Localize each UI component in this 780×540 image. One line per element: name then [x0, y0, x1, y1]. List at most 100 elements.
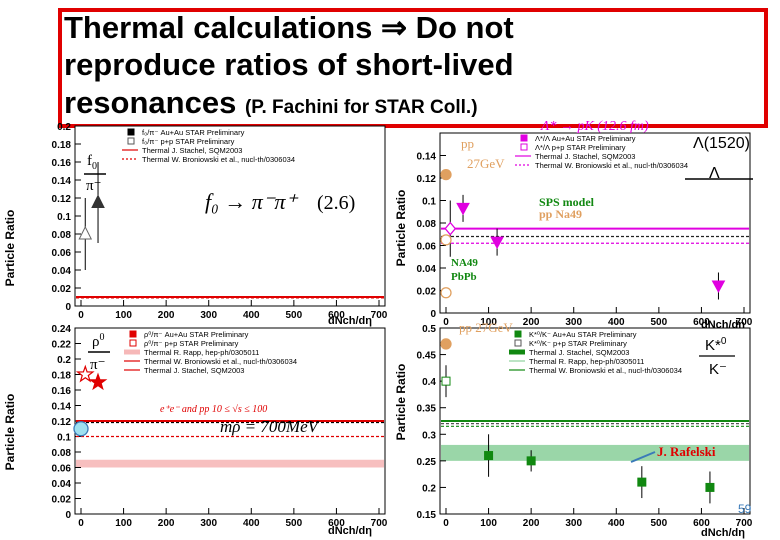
x-tick-label: 700: [736, 317, 753, 328]
x-axis-label: dNch/dη: [701, 319, 745, 330]
x-tick-label: 500: [651, 317, 668, 328]
x-tick-label: 700: [371, 310, 388, 321]
y-tick-label: 0.22: [52, 340, 72, 351]
y-tick-label: 0: [430, 309, 436, 320]
plot-frame: [439, 132, 751, 314]
kstar-ratio-chart: 0.15 0.2 0.25 0.3 0.35 0.4 0.45 0.5 0 100 200 300 40…: [394, 322, 753, 539]
x-tick-label: 100: [480, 317, 497, 328]
x-tick-label: 400: [608, 518, 625, 529]
legend-label: K*⁰/K⁻ Au+Au STAR Preliminary: [529, 330, 637, 339]
ratio-numerator-text: K*: [705, 337, 721, 354]
data-point: [88, 372, 108, 391]
x-tick-label: 500: [651, 518, 668, 529]
legend-label: Thermal J. Stachel, SQM2003: [144, 366, 244, 375]
x-tick-label: 0: [78, 518, 84, 529]
x-tick-label: 100: [115, 310, 132, 321]
x-tick-label: 400: [243, 310, 260, 321]
data-point: [711, 280, 726, 294]
x-tick-label: 300: [565, 317, 582, 328]
decay-formula: f₀ → π⁻π⁺: [205, 189, 299, 214]
y-tick-label: 0.08: [417, 219, 437, 230]
legend-marker: [520, 134, 528, 142]
x-tick-label: 600: [693, 317, 710, 328]
x-tick-label: 600: [328, 518, 345, 529]
legend-marker: [127, 137, 135, 145]
lambda-ratio-chart: 0 0.02 0.04 0.06 0.08 0.1 0.12 0.14 0 100 200 300 40…: [394, 119, 753, 330]
y-tick-label: 0.1: [57, 433, 71, 444]
x-axis-label: dNch/dη: [701, 527, 745, 539]
title-credit: (P. Fachini for STAR Coll.): [244, 97, 478, 118]
legend-marker: [129, 330, 137, 338]
data-point: [440, 168, 452, 181]
ratio-numerator-text: ρ: [92, 334, 100, 350]
page-number: 59: [738, 502, 752, 516]
y-tick-label: 0.2: [57, 122, 71, 133]
mass-formula: mρ = 700MeV: [220, 417, 321, 436]
title-line-3-main: resonances: [64, 85, 237, 120]
legend-label: Thermal W. Broniowski et al., nucl-th/03…: [142, 155, 295, 164]
ratio-denominator: Λ: [709, 165, 720, 182]
y-tick-label: 0.3: [422, 430, 436, 441]
thermal-band: [441, 444, 749, 461]
y-tick-label: 0.12: [52, 194, 72, 205]
pbpb-label: PbPb: [451, 271, 477, 283]
ratio-numerator: ρ0: [92, 332, 105, 350]
ratio-numerator-sup: 0: [100, 332, 105, 343]
x-tick-label: 0: [443, 317, 449, 328]
x-tick-label: 0: [78, 310, 84, 321]
legend-label: Λ*/Λ p+p STAR Preliminary: [535, 143, 626, 152]
legend-label: Thermal R. Rapp, hep-ph/0305011: [144, 348, 259, 357]
ratio-denominator: π⁻: [86, 178, 102, 194]
y-tick-label: 0.02: [52, 284, 72, 295]
y-tick-label: 0.18: [52, 140, 72, 151]
y-tick-label: 0.4: [422, 377, 436, 388]
y-tick-label: 0.5: [422, 324, 436, 335]
f0-ratio-chart: 0 0.02 0.04 0.06 0.08 0.1 0.12 0.14 0.16 0.18 0.2 0…: [3, 122, 388, 327]
ratio-numerator: K*0: [705, 336, 727, 354]
legend-marker: [129, 339, 137, 347]
comparison-note: e⁺e⁻ and pp 10 ≤ √s ≤ 100: [160, 404, 267, 415]
y-tick-label: 0.25: [417, 457, 437, 468]
pp-na49-label: pp Na49: [539, 207, 582, 221]
x-tick-label: 100: [480, 518, 497, 529]
y-tick-label: 0.12: [52, 417, 72, 428]
data-point: [440, 338, 452, 350]
data-point: [705, 482, 715, 492]
y-tick-label: 0.12: [417, 174, 437, 185]
data-point: [75, 364, 95, 383]
x-tick-label: 500: [286, 310, 303, 321]
x-tick-label: 200: [523, 317, 540, 328]
y-tick-label: 0.45: [417, 351, 437, 362]
data-point: [484, 451, 494, 461]
data-point: [637, 477, 647, 487]
y-tick-label: 0.14: [52, 402, 72, 413]
sps-model-label: SPS model: [539, 195, 595, 209]
legend-label: Thermal R. Rapp, hep-ph/0305011: [529, 357, 644, 366]
y-tick-label: 0.06: [52, 464, 72, 475]
y-axis-label: Particle Ratio: [3, 394, 17, 471]
data-point: [441, 376, 451, 386]
data-point: [490, 236, 504, 250]
y-tick-label: 0.14: [52, 176, 72, 187]
ratio-numerator-text: f: [87, 153, 92, 169]
ratio-denominator: π⁻: [90, 357, 106, 373]
data-point: [91, 194, 105, 208]
data-point: [440, 234, 452, 246]
y-tick-label: 0.1: [57, 212, 71, 223]
y-tick-label: 0.16: [52, 158, 72, 169]
legend-label: Thermal J. Stachel, SQM2003: [535, 152, 635, 161]
ratio-numerator-sup: 0: [721, 336, 727, 347]
ratio-numerator-sub: 0: [92, 161, 97, 172]
pp-energy-label: pp 27GeV: [459, 322, 513, 335]
y-tick-label: 0.1: [422, 197, 436, 208]
legend-label: f₀/π⁻ p+p STAR Preliminary: [142, 137, 235, 146]
plot-frame: [74, 125, 386, 307]
data-point: [456, 202, 470, 216]
legend-label: ρ⁰/π⁻ p+p STAR Preliminary: [144, 339, 239, 348]
legend-label: Thermal J. Stachel, SQM2003: [142, 146, 242, 155]
title-line-3: resonances (P. Fachini for STAR Coll.): [64, 87, 478, 118]
decay-formula: Λ* → pK (12.6 fm): [539, 119, 649, 134]
legend-label: f₀/π⁻ Au+Au STAR Preliminary: [142, 128, 245, 137]
rafelski-arrow: [630, 451, 656, 463]
x-tick-label: 700: [736, 518, 753, 529]
